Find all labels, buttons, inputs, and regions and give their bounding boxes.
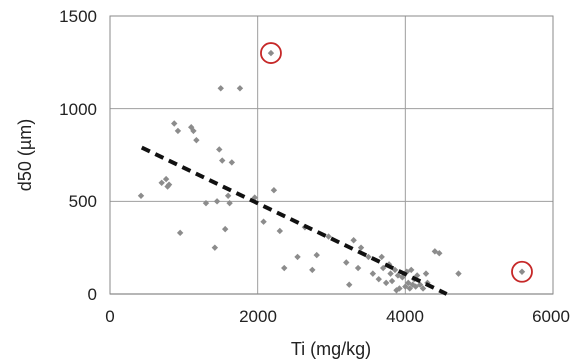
trendline (140, 145, 448, 296)
data-point (354, 264, 362, 272)
data-point (267, 49, 275, 57)
outlier-highlight-circle (260, 42, 282, 64)
data-point (216, 146, 223, 153)
y-tick-label: 1500 (59, 7, 97, 26)
x-axis-label: Ti (mg/kg) (291, 339, 371, 359)
plot-frame (109, 15, 554, 295)
data-point (174, 127, 182, 135)
data-point (219, 157, 226, 164)
data-point (455, 270, 462, 277)
data-point (416, 281, 424, 288)
data-point (343, 259, 350, 266)
data-point (221, 225, 229, 233)
gridlines (110, 16, 553, 294)
y-tick-label: 500 (69, 192, 97, 211)
data-point (270, 187, 278, 194)
data-point (309, 266, 316, 274)
data-point (193, 136, 200, 144)
data-point (294, 253, 301, 261)
data-point (419, 285, 427, 292)
data-point (357, 244, 365, 251)
data-point (213, 198, 221, 205)
y-tick-label: 1000 (59, 100, 97, 119)
data-point (346, 281, 353, 288)
x-tick-label: 4000 (386, 307, 424, 326)
data-point (436, 250, 443, 257)
data-point (518, 268, 526, 275)
data-point (260, 218, 267, 225)
data-point (190, 127, 197, 135)
data-point (313, 251, 320, 259)
data-point (391, 266, 399, 274)
x-tick-labels: 0 2000 4000 6000 (105, 307, 570, 326)
data-point (217, 85, 224, 92)
data-point (406, 285, 413, 292)
data-point (165, 181, 173, 188)
data-point (388, 277, 396, 285)
data-point (396, 285, 403, 292)
trendline-group (140, 145, 448, 296)
data-point (137, 192, 145, 199)
data-point (399, 274, 406, 281)
x-tick-label: 0 (105, 307, 114, 326)
data-point (365, 253, 372, 261)
data-point (375, 275, 382, 283)
y-tick-label: 0 (88, 285, 97, 304)
data-point (350, 237, 357, 244)
data-point (171, 120, 178, 127)
outlier-highlight-circle (511, 260, 533, 283)
data-point (228, 159, 236, 166)
data-point (176, 229, 184, 237)
data-point (202, 199, 210, 207)
data-point (325, 233, 332, 240)
data-point (369, 270, 377, 277)
data-point (158, 179, 165, 186)
data-point (162, 175, 170, 183)
data-point (224, 192, 232, 199)
data-point (226, 199, 233, 207)
data-points (137, 49, 526, 294)
data-point (211, 244, 219, 251)
x-tick-label: 6000 (532, 307, 570, 326)
data-point (387, 270, 394, 277)
data-point (422, 270, 430, 277)
data-point (276, 227, 284, 235)
highlight-rings (260, 42, 533, 283)
data-point (382, 279, 390, 287)
data-point (378, 253, 385, 261)
y-tick-labels: 0 500 1000 1500 (59, 7, 97, 304)
data-point (408, 266, 415, 274)
data-point (281, 264, 288, 272)
data-point (236, 85, 244, 92)
y-axis-label: d50 (µm) (15, 119, 35, 191)
x-tick-label: 2000 (239, 307, 277, 326)
